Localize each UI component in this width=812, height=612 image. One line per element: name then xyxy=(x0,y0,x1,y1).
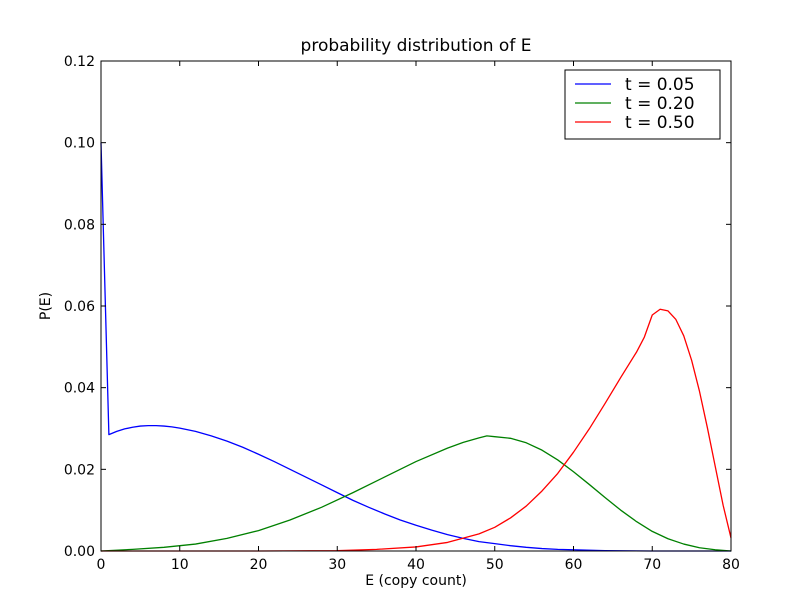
y-tick-label: 0.06 xyxy=(64,299,95,315)
legend-entry: t = 0.20 xyxy=(625,94,695,114)
series-line-2 xyxy=(100,435,732,552)
legend-box xyxy=(564,69,721,140)
series-line-3 xyxy=(101,308,732,552)
x-tick-label: 50 xyxy=(486,557,504,573)
y-tick-label: 0.00 xyxy=(64,544,95,560)
series-layer xyxy=(100,142,732,552)
x-tick-label: 20 xyxy=(250,557,268,573)
y-tick-label: 0.12 xyxy=(64,54,95,70)
x-tick-label: 30 xyxy=(328,557,346,573)
y-tick-label: 0.04 xyxy=(64,381,95,397)
y-tick-label: 0.10 xyxy=(64,136,95,152)
y-tick-label: 0.02 xyxy=(64,462,95,478)
legend: t = 0.05t = 0.20t = 0.50 xyxy=(564,69,721,140)
x-tick-label: 10 xyxy=(171,557,189,573)
y-axis-label: P(E) xyxy=(38,292,54,320)
x-tick-label: 80 xyxy=(722,557,740,573)
legend-entry: t = 0.50 xyxy=(625,113,695,133)
x-axis-label: E (copy count) xyxy=(365,573,467,589)
x-tick-label: 40 xyxy=(407,557,425,573)
y-tick-label: 0.08 xyxy=(64,217,95,233)
x-axis: 0 10 20 30 40 50 60 70 80 xyxy=(97,61,740,573)
legend-entry: t = 0.05 xyxy=(625,75,695,95)
x-tick-label: 60 xyxy=(565,557,583,573)
y-axis: 0.00 0.02 0.04 0.06 0.08 0.10 0.12 xyxy=(64,54,731,560)
chart-title: probability distribution of E xyxy=(301,36,532,56)
x-tick-label: 0 xyxy=(97,557,106,573)
x-tick-label: 70 xyxy=(643,557,661,573)
series-line-1 xyxy=(100,142,731,552)
